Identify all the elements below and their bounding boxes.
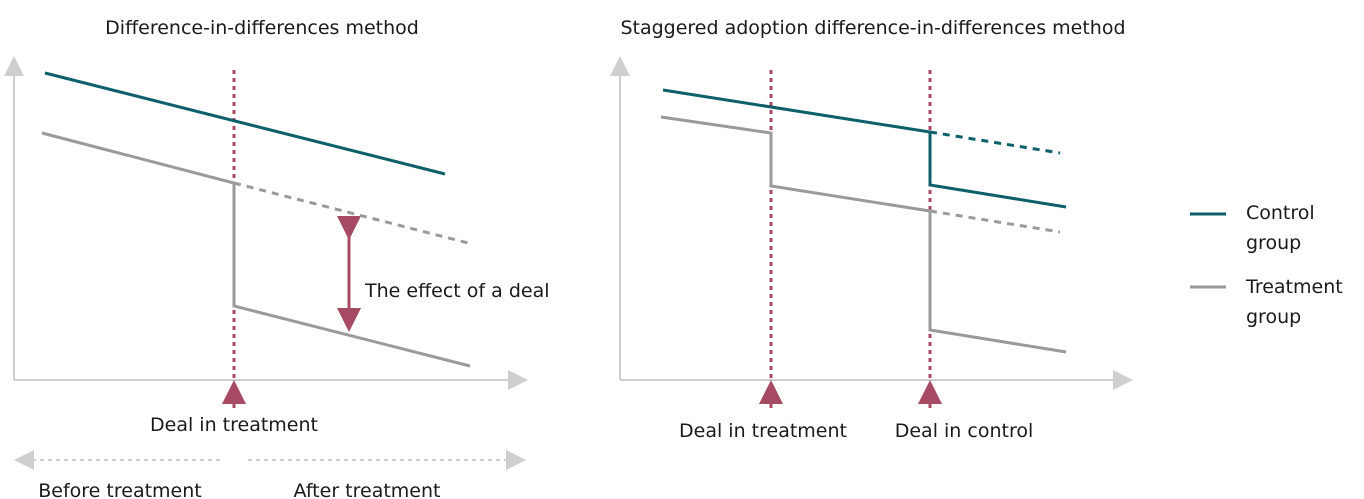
title: Staggered adoption difference-in-differe… xyxy=(620,17,1125,39)
counterfactual-line xyxy=(929,130,1061,155)
annotation: The effect of a deal xyxy=(364,280,550,302)
axes xyxy=(4,56,1133,470)
period-label: After treatment xyxy=(294,480,441,499)
marker-label: Deal in treatment xyxy=(679,420,847,442)
control-line xyxy=(44,71,446,176)
period-label: Before treatment xyxy=(38,480,201,499)
control-line xyxy=(662,88,1067,209)
legend-label: Treatment group xyxy=(1246,276,1343,328)
treatment-line xyxy=(660,115,1067,354)
marker-label: Deal in control xyxy=(895,420,1034,442)
deal-lines xyxy=(222,70,942,408)
legend-label: Control group xyxy=(1246,202,1315,254)
marker-label: Deal in treatment xyxy=(150,414,318,436)
lines xyxy=(41,71,1226,368)
counterfactual-line xyxy=(233,181,473,246)
counterfactual-line xyxy=(929,209,1061,234)
title: Difference-in-differences method xyxy=(105,17,419,39)
treatment-line xyxy=(41,131,471,368)
